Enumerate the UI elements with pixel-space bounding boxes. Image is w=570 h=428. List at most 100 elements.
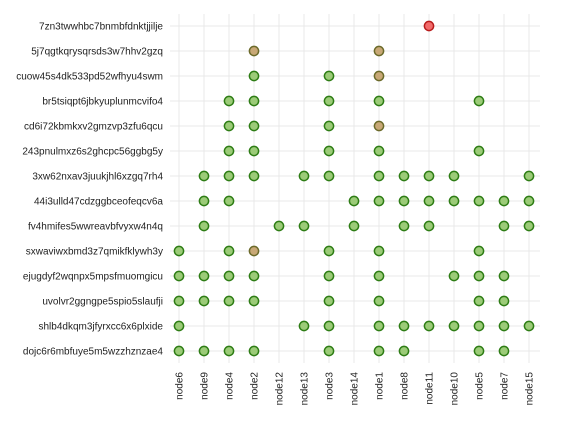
data-point [473,345,485,357]
data-point [473,95,485,107]
data-point [248,70,260,82]
data-point [323,70,335,82]
data-point [473,320,485,332]
data-point [373,70,385,82]
data-point [473,270,485,282]
data-point [273,220,285,232]
data-point [248,145,260,157]
data-point [198,345,210,357]
y-axis-labels: 7zn3twwhbc7bnmbfdnktjjilje 5j7qgtkqrysqrs… [16,22,163,358]
data-point [398,220,410,232]
y-tick-label: cd6i72kbmkxv2gmzvp3zfu6qcu [24,122,163,133]
data-point [323,295,335,307]
data-point [373,245,385,257]
data-point [323,345,335,357]
data-point [373,320,385,332]
data-point [323,170,335,182]
y-tick-label: cuow45s4dk533pd52wfhyu4swm [16,72,163,83]
data-point [373,95,385,107]
x-axis-labels: node6 node9 node4 node2 node12 node13 node3 nod… [175,372,536,406]
data-point [248,270,260,282]
data-point [323,145,335,157]
data-point [323,270,335,282]
data-point [323,120,335,132]
x-tick-label: node2 [250,372,261,400]
data-point [373,270,385,282]
x-tick-label: node7 [500,372,511,400]
data-point [248,295,260,307]
data-point [423,320,435,332]
y-tick-label: dojc6r6mbfuye5m5wzzhznzae4 [23,347,164,358]
data-point [398,195,410,207]
data-point [248,120,260,132]
x-tick-label: node5 [475,372,486,400]
data-point [198,195,210,207]
y-tick-label: br5tsiqpt6jbkyuplunmcvifo4 [42,97,163,108]
data-point [323,320,335,332]
data-point [498,295,510,307]
x-tick-label: node9 [200,372,211,400]
data-point [223,145,235,157]
data-point [373,145,385,157]
x-tick-label: node6 [175,372,186,400]
data-point [248,170,260,182]
data-point [398,345,410,357]
x-tick-label: node10 [450,372,461,406]
data-point [498,320,510,332]
data-point [373,195,385,207]
data-point [173,320,185,332]
x-tick-label: node4 [225,372,236,400]
data-point [173,345,185,357]
data-point [448,270,460,282]
y-tick-label: fv4hmifes5wwreavbfvyxw4n4q [28,222,163,233]
data-point [523,220,535,232]
data-point [173,245,185,257]
data-point [448,320,460,332]
data-point [198,170,210,182]
y-tick-label: 243pnulmxz6s2ghcpc56ggbg5y [22,147,163,158]
x-tick-label: node12 [275,372,286,406]
data-point [298,320,310,332]
data-point [473,295,485,307]
data-point [248,345,260,357]
data-point [223,95,235,107]
x-tick-label: node13 [300,372,311,406]
x-tick-label: node14 [350,372,361,406]
data-point [398,170,410,182]
x-tick-label: node1 [375,372,386,400]
data-point [498,345,510,357]
data-point [248,45,260,57]
data-point [223,120,235,132]
data-point [223,295,235,307]
data-point [223,345,235,357]
data-point [473,195,485,207]
data-point [223,195,235,207]
data-point [523,170,535,182]
data-point [198,270,210,282]
data-point [298,220,310,232]
data-point [373,170,385,182]
data-point [523,320,535,332]
data-point [223,170,235,182]
data-point [423,170,435,182]
x-tick-label: node15 [525,372,536,406]
data-point [498,270,510,282]
data-point [198,220,210,232]
x-tick-label: node8 [400,372,411,400]
data-point [173,270,185,282]
data-point [248,95,260,107]
data-point [198,295,210,307]
data-point [298,170,310,182]
data-point [473,245,485,257]
data-point [423,20,435,32]
data-point [223,245,235,257]
data-point [323,245,335,257]
y-tick-label: 5j7qgtkqrysqrsds3w7hhv2gzq [31,47,163,58]
data-point [498,195,510,207]
y-tick-label: 7zn3twwhbc7bnmbfdnktjjilje [39,22,163,33]
data-point [348,195,360,207]
data-point [448,170,460,182]
data-point [373,345,385,357]
data-point [348,220,360,232]
